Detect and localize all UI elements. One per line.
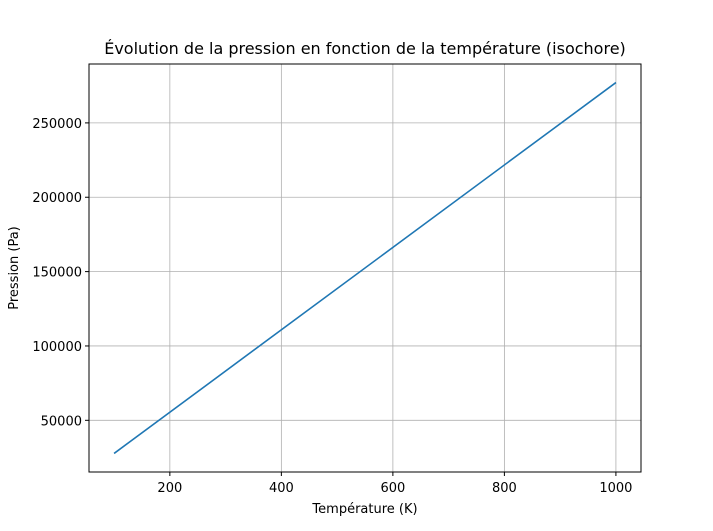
x-tick-label: 800 <box>492 481 517 496</box>
plot-frame <box>88 63 642 473</box>
y-axis-label: Pression (Pa) <box>7 226 22 310</box>
y-tick-label: 100000 <box>32 340 82 355</box>
x-axis-label: Température (K) <box>311 502 417 517</box>
y-tick-label: 150000 <box>32 266 82 281</box>
x-tick-label: 200 <box>157 481 182 496</box>
x-tick-label: 1000 <box>599 481 632 496</box>
x-tick-label: 600 <box>380 481 405 496</box>
chart-title: Évolution de la pression en fonction de … <box>104 39 626 58</box>
line-series <box>113 81 617 455</box>
y-tick-label: 250000 <box>32 117 82 132</box>
y-tick-label: 200000 <box>32 191 82 206</box>
y-tick-label: 50000 <box>41 414 82 429</box>
x-tick-label: 400 <box>269 481 294 496</box>
